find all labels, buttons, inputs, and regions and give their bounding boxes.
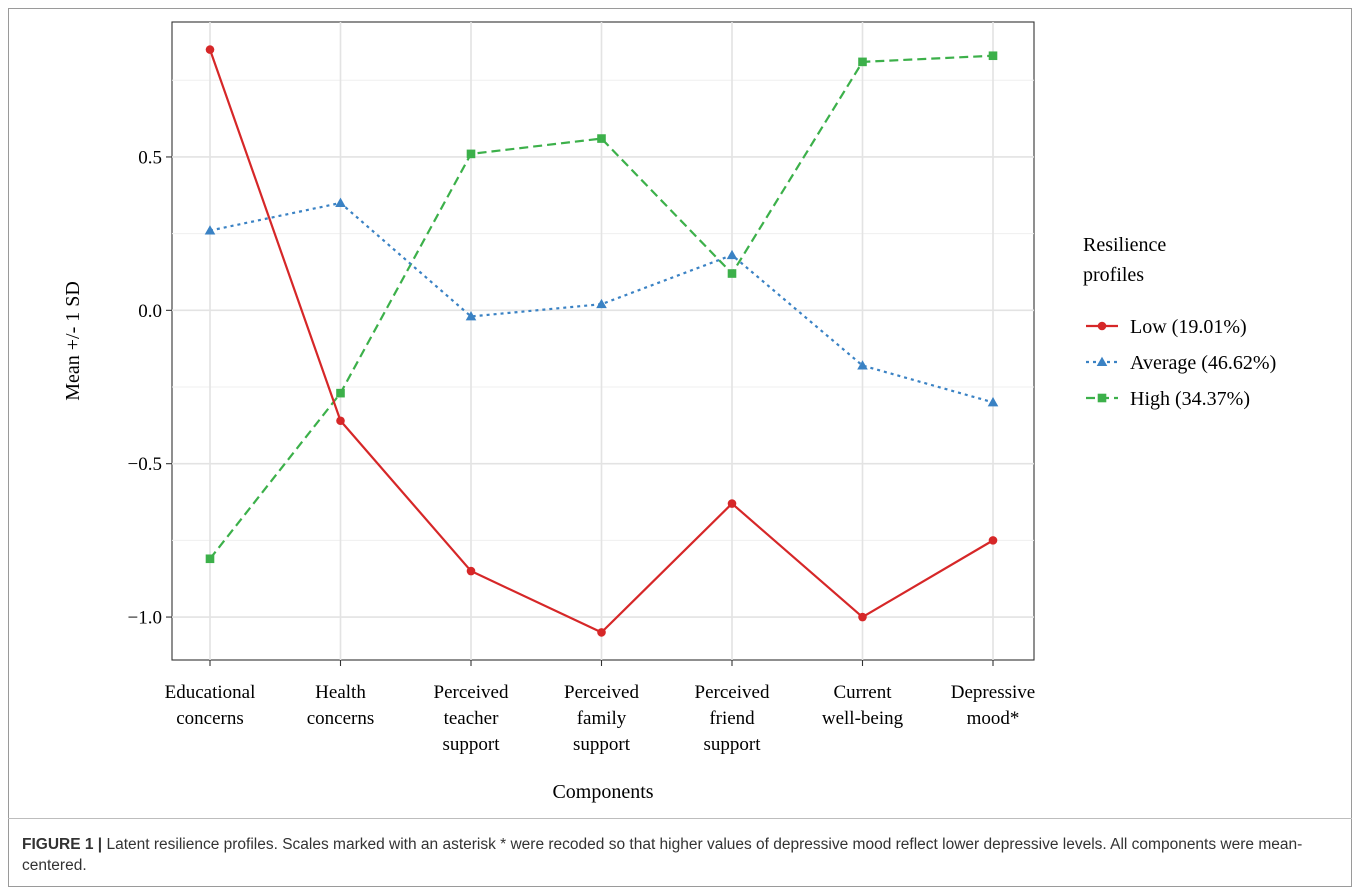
data-point-average (335, 197, 346, 207)
data-point-high (597, 134, 606, 143)
series-average (204, 197, 999, 407)
data-point-low (727, 499, 737, 508)
x-tick-label: Perceived friend support (695, 682, 770, 755)
legend-label: Average (46.62%) (1130, 352, 1276, 374)
data-point-average (987, 397, 999, 407)
series-low (205, 45, 998, 637)
legend-title-line-2: profiles (1083, 264, 1144, 286)
legend-item-low: Low (19.01%) (1086, 316, 1247, 338)
data-point-high (466, 149, 476, 159)
legend-item-high: High (34.37%) (1086, 388, 1250, 410)
data-point-average (596, 298, 607, 309)
resilience-profiles-chart: 0.5 0.0 −0.5 −1.0 Educational concerns Health… (62, 21, 1276, 803)
caption-divider (8, 818, 1352, 819)
x-axis-title: Components (552, 781, 653, 803)
y-tick-label: −0.5 (128, 454, 162, 475)
x-tick-label: Depressive mood* (951, 682, 1035, 729)
legend-key-marker (1096, 356, 1108, 366)
x-tick-label: Current well-being (822, 682, 904, 729)
data-point-high (727, 269, 737, 278)
y-tick-label: 0.5 (138, 147, 162, 168)
y-axis-title: Mean +/- 1 SD (62, 281, 84, 401)
data-point-low (597, 628, 606, 637)
data-point-low (205, 45, 215, 54)
legend: Resilience profiles Low (19.01%) Average … (1083, 234, 1276, 410)
legend-item-average: Average (46.62%) (1086, 352, 1276, 374)
legend-label: Low (19.01%) (1130, 316, 1247, 338)
data-point-high (336, 388, 345, 398)
data-point-low (466, 566, 476, 576)
data-point-high (858, 57, 867, 67)
data-point-average (857, 360, 868, 370)
x-tick-label: Perceived teacher support (434, 682, 509, 755)
legend-key-marker (1097, 321, 1107, 331)
data-point-average (726, 249, 738, 260)
legend-label: High (34.37%) (1130, 388, 1250, 410)
data-point-low (988, 536, 998, 545)
major-gridlines (172, 22, 1034, 660)
figure-caption: FIGURE 1 | Latent resilience profiles. S… (22, 834, 1342, 876)
caption-text: Latent resilience profiles. Scales marke… (22, 836, 1303, 874)
caption-label: FIGURE 1 | (22, 836, 103, 853)
legend-key-marker (1097, 393, 1107, 403)
x-tick-label: Health concerns (307, 682, 375, 729)
x-tick-label: Educational concerns (165, 682, 256, 729)
data-point-low (858, 612, 867, 622)
series-high (205, 51, 998, 564)
y-tick-label: −1.0 (128, 608, 162, 629)
x-axis-ticks: Educational concerns Health concerns Perceiv… (165, 660, 1035, 755)
data-point-average (465, 311, 477, 321)
data-point-low (336, 416, 345, 426)
y-axis-ticks: 0.5 0.0 −0.5 −1.0 (128, 147, 172, 629)
data-point-high (205, 554, 215, 564)
data-point-high (988, 51, 998, 61)
series-layer (204, 45, 999, 637)
plot-panel (171, 21, 1035, 661)
y-tick-label: 0.0 (138, 301, 162, 322)
data-point-average (204, 225, 216, 235)
x-tick-label: Perceived family support (564, 682, 639, 755)
minor-gridlines (172, 79, 1034, 541)
legend-title-line-1: Resilience (1083, 234, 1166, 256)
